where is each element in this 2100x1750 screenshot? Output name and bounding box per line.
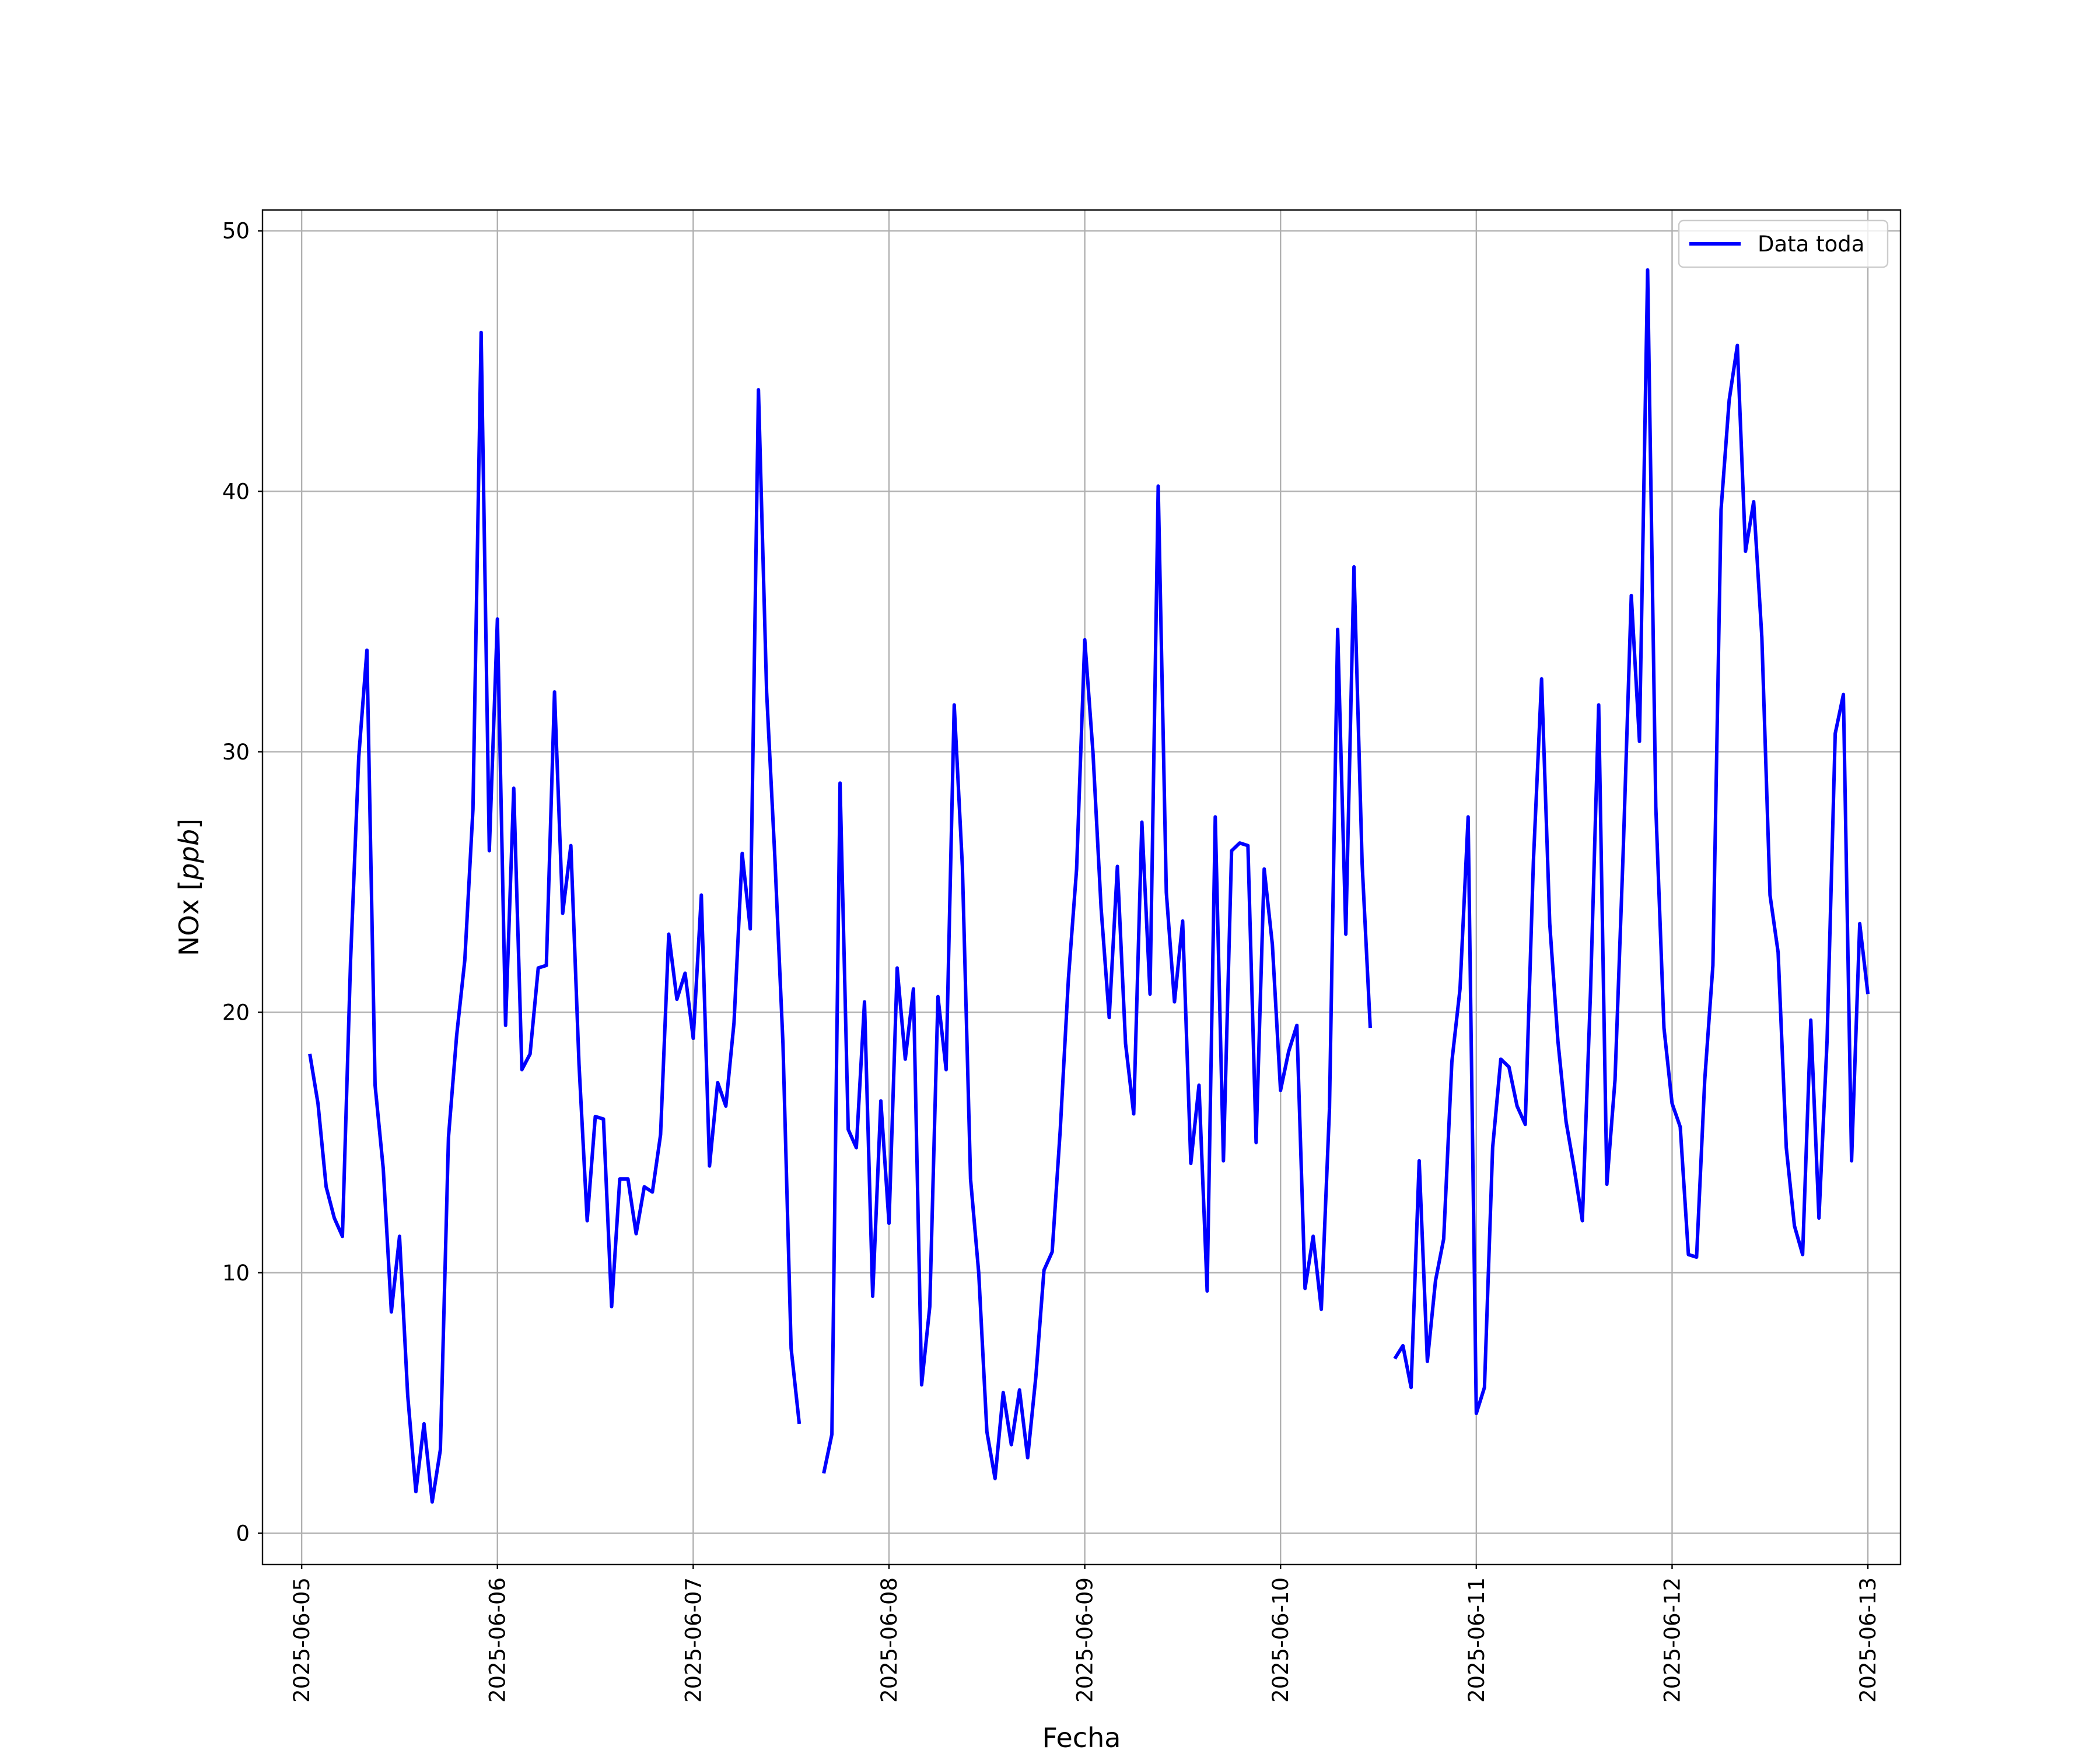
x-tick-label: 2025-06-09 [1073, 1577, 1098, 1703]
x-tick-label: 2025-06-12 [1660, 1577, 1685, 1703]
axes-frame [261, 209, 1902, 1566]
x-tick-label: 2025-06-11 [1464, 1577, 1489, 1703]
x-tick-label: 2025-06-10 [1268, 1577, 1293, 1703]
x-tick-label: 2025-06-06 [485, 1577, 510, 1703]
y-axis-label-main: NOx [ [173, 880, 205, 956]
legend-label: Data toda [1758, 232, 1864, 257]
legend-box [1678, 219, 1889, 268]
y-tick-label: 0 [236, 1521, 250, 1546]
x-tick-label: 2025-06-07 [681, 1577, 706, 1703]
y-axis-label: NOx [ppb] [173, 818, 205, 956]
y-tick-label: 40 [222, 479, 250, 504]
y-tick-label: 30 [222, 740, 250, 765]
series-layer [308, 268, 1870, 1504]
y-axis-label-close: ] [173, 818, 205, 829]
tick-layer: 0 10 20 30 40 50 2025-06-05 2025-06-06 2025-06-0… [222, 219, 1881, 1703]
y-tick-label: 10 [222, 1261, 250, 1286]
series-line-segment [822, 484, 1372, 1480]
x-tick-label: 2025-06-08 [877, 1577, 902, 1703]
y-axis-label-unit: ppb [173, 829, 205, 881]
x-axis-label: Fecha [1042, 1722, 1121, 1750]
legend: Data toda [1678, 219, 1889, 268]
y-tick-label: 20 [222, 1000, 250, 1025]
y-tick-label: 50 [222, 219, 250, 244]
x-tick-label: 2025-06-13 [1856, 1577, 1881, 1703]
x-tick-label: 2025-06-05 [289, 1577, 314, 1703]
